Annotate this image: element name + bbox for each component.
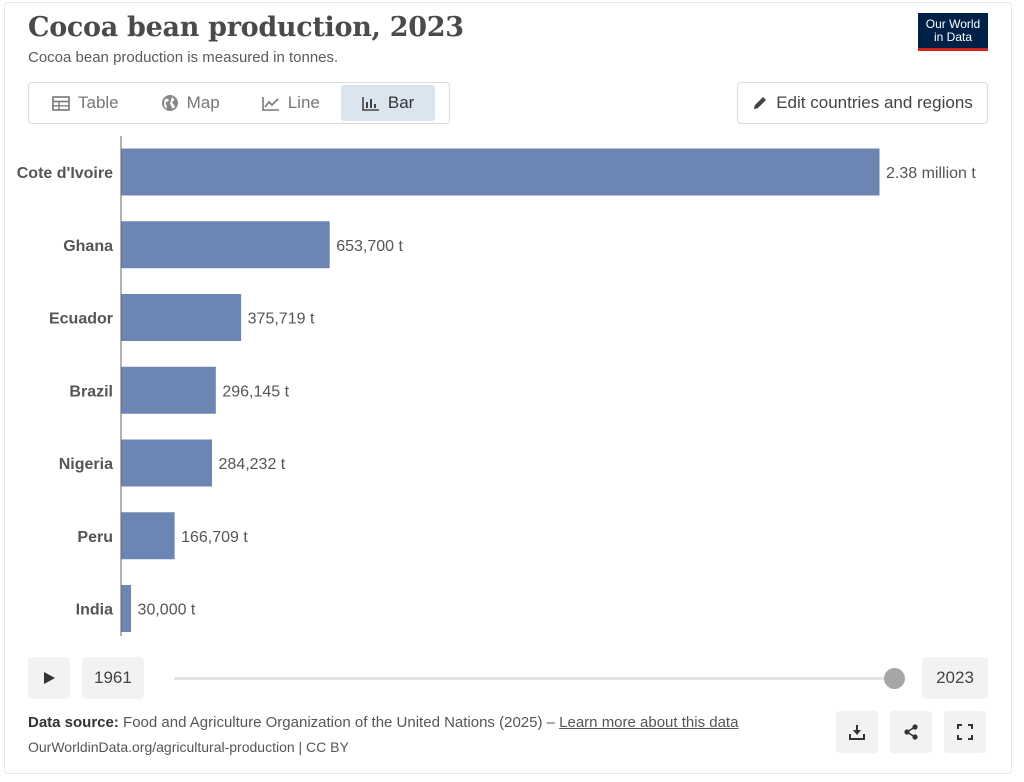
value-label: 2.38 million t (886, 165, 976, 182)
category-label: Nigeria (59, 456, 113, 473)
download-button[interactable] (836, 711, 878, 753)
category-label: India (76, 602, 113, 619)
bar[interactable] (121, 148, 880, 196)
bar[interactable] (121, 512, 175, 560)
value-label: 284,232 t (219, 456, 286, 473)
logo-line-2: in Data (933, 29, 973, 44)
source-text: Food and Agriculture Organization of the… (123, 714, 555, 731)
share-icon (904, 724, 918, 740)
tab-bar-label: Bar (387, 93, 415, 112)
credits-text: OurWorldinData.org/agricultural-producti… (28, 739, 349, 755)
timeline-track[interactable] (174, 677, 894, 680)
category-label: Ghana (63, 238, 113, 255)
bar[interactable] (121, 294, 242, 341)
chart-title: Cocoa bean production, 2023 (28, 12, 464, 43)
bar[interactable] (121, 221, 330, 269)
tab-line-label: Line (287, 93, 320, 112)
bar[interactable] (121, 585, 132, 632)
value-label: 166,709 t (181, 529, 248, 546)
tab-map-label: Map (186, 93, 220, 112)
category-label: Ecuador (49, 311, 113, 328)
value-label: 375,719 t (248, 311, 315, 328)
category-label: Brazil (69, 383, 113, 400)
download-icon (849, 725, 865, 740)
learn-more-link[interactable]: Learn more about this data (559, 714, 739, 731)
owid-logo[interactable]: Our World in Data (918, 13, 988, 51)
line-chart-icon (261, 96, 279, 111)
start-year-button[interactable]: 1961 (82, 657, 144, 699)
bar[interactable] (121, 439, 213, 487)
tab-line[interactable]: Line (241, 85, 341, 121)
timeline-handle[interactable] (884, 668, 905, 689)
edit-countries-button[interactable]: Edit countries and regions (737, 82, 988, 124)
view-tabs: Table Map Line Bar (28, 82, 450, 124)
category-label: Cote d'Ivoire (17, 165, 113, 182)
fullscreen-button[interactable] (944, 711, 986, 753)
logo-line-1: Our World (925, 16, 981, 31)
source-label: Data source: (28, 714, 119, 731)
play-button[interactable] (28, 657, 70, 699)
play-icon (44, 672, 55, 684)
bar-chart-icon (362, 96, 379, 111)
value-label: 296,145 t (222, 383, 289, 400)
chart-frame (4, 2, 1012, 774)
chart-subtitle: Cocoa bean production is measured in ton… (28, 49, 339, 66)
globe-icon (161, 95, 178, 111)
value-label: 30,000 t (138, 602, 196, 619)
fullscreen-icon (957, 724, 973, 740)
table-icon (52, 95, 70, 111)
tab-map[interactable]: Map (140, 85, 241, 121)
pencil-icon (754, 97, 767, 109)
tab-table[interactable]: Table (31, 85, 140, 121)
share-button[interactable] (890, 711, 932, 753)
tab-table-label: Table (78, 93, 119, 112)
end-year-button[interactable]: 2023 (922, 657, 988, 699)
data-source: Data source: Food and Agriculture Organi… (28, 714, 738, 731)
category-label: Peru (77, 529, 113, 546)
bar-chart: Cote d'Ivoire 2.38 million t Ghana 653,700 … (17, 136, 976, 636)
bar[interactable] (121, 366, 216, 414)
tab-bar[interactable]: Bar (340, 85, 436, 121)
edit-countries-label: Edit countries and regions (776, 93, 973, 112)
value-label: 653,700 t (336, 238, 403, 255)
